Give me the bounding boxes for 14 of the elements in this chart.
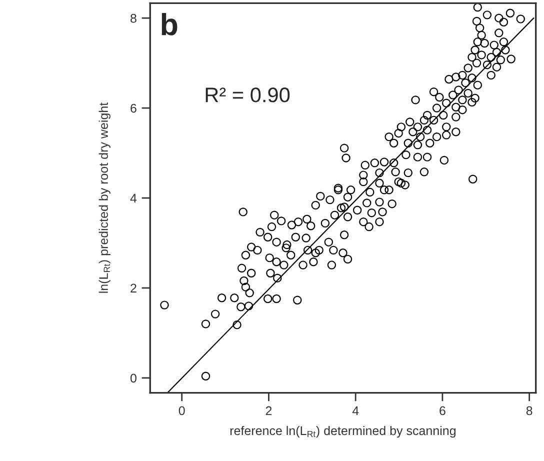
y-axis-title: ln(L$_{Rt}$) predicted by root dry weight [98, 102, 110, 293]
y-tick-label: 6 [130, 104, 136, 113]
x-axis-title: reference ln(L$_{Rt}$) determined by scanning [230, 426, 456, 438]
y-tick-label: 8 [130, 14, 136, 23]
x-tick-label: 6 [440, 406, 446, 416]
y-tick-label: 4 [130, 194, 137, 203]
x-tick-label: 2 [266, 406, 272, 416]
y-tick-label: 0 [130, 374, 136, 383]
x-tick-label: 0 [178, 406, 185, 416]
annotation: R² = 0.90 [206, 88, 290, 102]
annotation: b [162, 12, 178, 36]
x-tick-label: 4 [352, 406, 359, 416]
x-tick-label: 8 [526, 406, 532, 416]
y-tick-label: 2 [130, 284, 136, 292]
